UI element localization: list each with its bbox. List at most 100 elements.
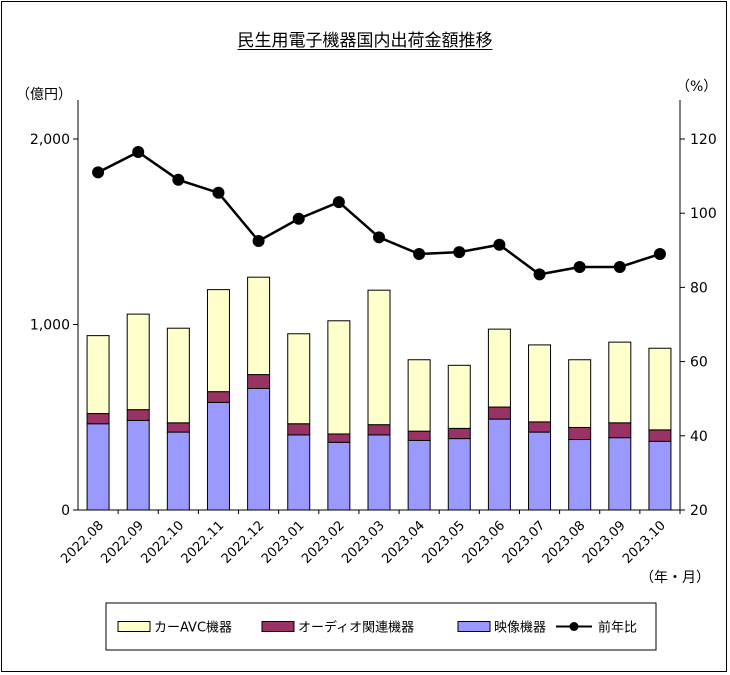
legend-swatch [457,621,491,632]
x-tick-label: 2023.08 [540,518,589,567]
legend-label: 映像機器 [494,621,546,636]
x-tick-label: 2023.04 [379,518,428,567]
bar-audio [528,421,552,433]
legend-marker-swatch [569,622,579,631]
bar-video [206,401,230,511]
y-left-axis-label: （億円） [16,87,72,103]
bar-audio [568,426,592,441]
bar-audio [487,406,511,420]
line-point-yoy [252,235,265,248]
plot-area: 01,0002,000204060801001202022.082022.092… [30,100,717,567]
x-tick-label: 2023.09 [580,518,629,567]
x-tick-label: 2023.03 [339,518,388,567]
y-left-tick-label: 1,000 [30,318,70,334]
line-point-yoy [212,186,225,199]
bar-video [367,434,391,511]
bar-video [568,439,592,511]
bar-video [608,437,632,511]
bar-car-avc [608,341,632,424]
x-tick-label: 2022.11 [179,518,228,567]
bar-audio [327,433,351,443]
bar-video [287,434,311,511]
bar-audio [447,427,471,440]
bar-car-avc [247,276,271,376]
bar-car-avc [166,327,190,424]
bar-audio [126,409,150,421]
bar-video [528,431,552,511]
bar-car-avc [528,344,552,423]
bar-car-avc [126,313,150,411]
bar-video [126,419,150,511]
x-tick-label: 2023.01 [259,518,308,567]
legend-label: カーAVC機器 [154,621,232,636]
y-right-tick-label: 100 [690,206,717,222]
y-left-tick-label: 0 [61,503,70,519]
legend: カーAVC機器 オーディオ関連機器 映像機器 前年比 [105,602,657,651]
legend-label: オーディオ関連機器 [298,620,414,636]
x-tick-label: 2023.05 [419,518,468,567]
line-point-yoy [573,260,586,273]
line-point-yoy [92,166,105,179]
x-tick-label: 2023.07 [500,518,549,567]
bar-audio [166,422,190,433]
bar-audio [407,430,431,441]
bar-car-avc [367,289,391,426]
x-tick-label: 2023.10 [620,518,669,567]
bar-video [648,440,672,511]
bar-car-avc [327,320,351,435]
chart-title: 民生用電子機器国内出荷金額推移 [237,31,493,51]
x-tick-label: 2023.02 [299,518,348,567]
bar-car-avc [287,333,311,425]
bar-car-avc [407,359,431,432]
bar-audio [206,391,230,403]
line-point-yoy [373,231,385,244]
bar-audio [367,424,391,436]
line-point-yoy [453,246,466,259]
bar-car-avc [487,328,511,408]
bar-audio [287,423,311,436]
legend-label: 前年比 [598,620,637,636]
bar-audio [247,374,271,389]
line-point-yoy [493,238,506,251]
y-right-tick-label: 20 [690,503,708,519]
line-point-yoy [413,248,426,261]
line-point-yoy [613,260,626,273]
line-point-yoy [132,145,145,158]
line-point-yoy [653,248,666,261]
bar-video [447,438,471,511]
bar-car-avc [648,347,672,431]
bar-video [407,439,431,511]
x-tick-label: 2022.09 [98,518,147,567]
line-point-yoy [292,212,305,225]
x-tick-label: 2022.10 [139,518,188,567]
bar-video [86,423,110,511]
bar-audio [86,413,110,425]
y-right-tick-label: 40 [690,429,708,445]
bar-video [166,431,190,511]
bar-car-avc [206,289,230,393]
legend-swatch [117,621,151,632]
y-right-tick-label: 60 [690,355,708,371]
line-point-yoy [533,268,546,281]
line-point-yoy [172,173,185,186]
y-right-tick-label: 80 [690,280,708,296]
line-point-yoy [332,196,345,209]
y-right-axis-label: （%） [676,79,717,95]
bar-audio [608,422,632,439]
bar-car-avc [86,335,110,415]
x-tick-label: 2022.08 [58,518,107,567]
x-tick-label: 2023.06 [460,518,509,567]
bar-audio [648,429,672,442]
x-axis-unit-label: （年・月） [640,570,710,586]
bar-video [327,441,351,511]
bar-video [487,418,511,511]
bar-video [247,387,271,511]
line-yoy [97,150,661,276]
x-tick-label: 2022.12 [219,518,268,567]
bar-car-avc [447,364,471,429]
bar-car-avc [568,359,592,428]
legend-swatch [261,621,295,632]
y-left-tick-label: 2,000 [30,132,70,148]
